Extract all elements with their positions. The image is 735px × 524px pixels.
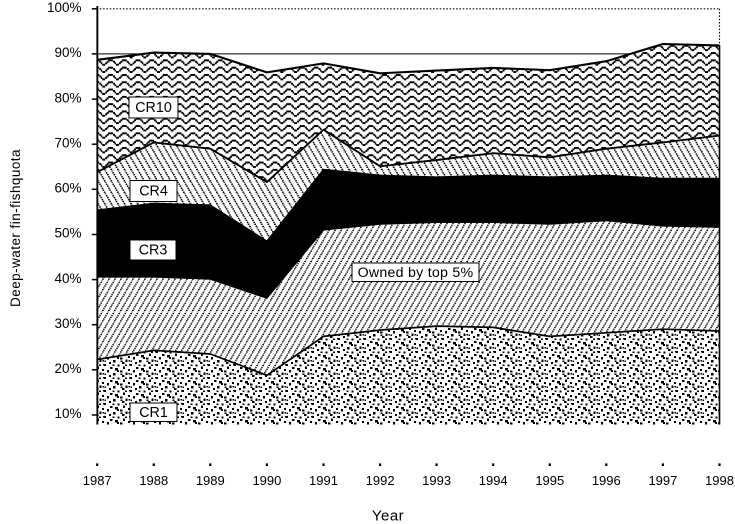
svg-text:80%: 80% bbox=[54, 90, 81, 105]
svg-text:1997: 1997 bbox=[648, 473, 677, 488]
svg-text:10%: 10% bbox=[54, 406, 81, 421]
svg-text:50%: 50% bbox=[54, 226, 81, 241]
svg-text:CR10: CR10 bbox=[135, 100, 172, 116]
svg-text:70%: 70% bbox=[54, 135, 81, 150]
svg-text:Deep-water fin-fishquota: Deep-water fin-fishquota bbox=[8, 149, 23, 307]
svg-text:CR4: CR4 bbox=[139, 184, 168, 200]
svg-text:1993: 1993 bbox=[422, 473, 451, 488]
svg-text:1990: 1990 bbox=[252, 473, 281, 488]
svg-text:40%: 40% bbox=[54, 271, 81, 286]
svg-text:60%: 60% bbox=[54, 181, 81, 196]
svg-text:90%: 90% bbox=[54, 45, 81, 60]
svg-text:1989: 1989 bbox=[196, 473, 225, 488]
svg-text:1987: 1987 bbox=[83, 473, 112, 488]
svg-text:30%: 30% bbox=[54, 316, 81, 331]
svg-text:Owned by top 5%: Owned by top 5% bbox=[358, 265, 474, 281]
svg-text:100%: 100% bbox=[47, 0, 82, 15]
svg-text:1994: 1994 bbox=[479, 473, 508, 488]
svg-text:1992: 1992 bbox=[366, 473, 395, 488]
svg-text:Year: Year bbox=[372, 508, 404, 524]
svg-text:1995: 1995 bbox=[535, 473, 564, 488]
svg-text:1991: 1991 bbox=[309, 473, 338, 488]
svg-text:1998: 1998 bbox=[705, 473, 734, 488]
svg-text:CR3: CR3 bbox=[139, 243, 168, 259]
svg-text:1988: 1988 bbox=[139, 473, 168, 488]
svg-text:CR1: CR1 bbox=[139, 405, 168, 421]
svg-text:1996: 1996 bbox=[592, 473, 621, 488]
svg-text:20%: 20% bbox=[54, 361, 81, 376]
